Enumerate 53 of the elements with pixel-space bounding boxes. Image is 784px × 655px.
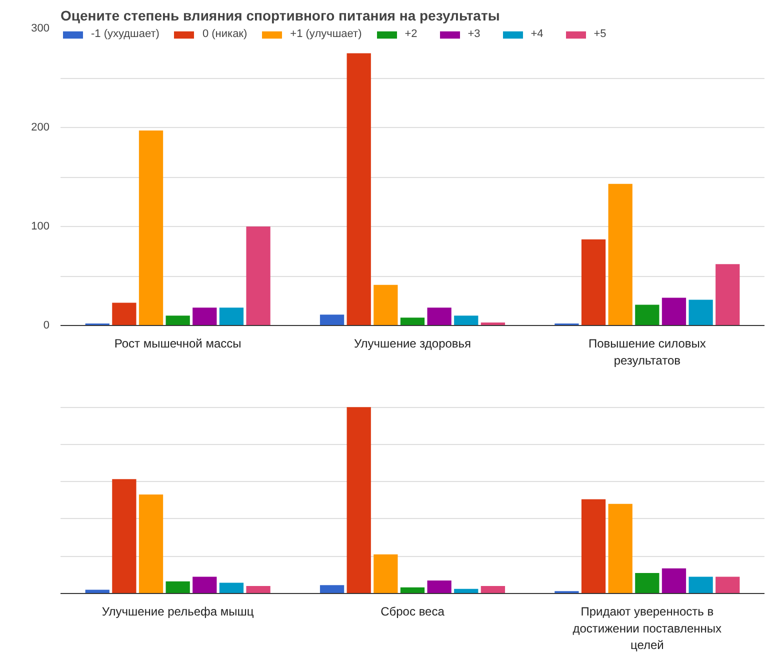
bar	[716, 264, 740, 326]
y-tick-label: 300	[31, 22, 50, 34]
bar	[427, 308, 452, 326]
bar	[166, 316, 190, 326]
y-tick-label: 0	[43, 320, 50, 332]
bar	[635, 304, 660, 326]
legend-label: +5	[594, 28, 608, 40]
bar	[138, 494, 164, 594]
x-tick-label: Улучшение здоровья	[354, 336, 472, 350]
bar	[246, 586, 270, 594]
bar	[581, 499, 606, 594]
legend-label: 0 (никак)	[202, 28, 248, 40]
bar	[192, 308, 217, 326]
x-tick-label: Сброс веса	[380, 604, 445, 618]
bar	[346, 407, 371, 594]
x-tick-label: Улучшение рельефа мышц	[102, 604, 254, 618]
bar	[138, 130, 164, 326]
x-tick-label: Придают уверенность в достижении поставленных целей	[572, 604, 722, 652]
bar	[112, 479, 136, 594]
bar	[166, 581, 190, 594]
legend-label: +3	[468, 28, 482, 40]
bar	[608, 184, 632, 326]
y-tick-label: 100	[31, 220, 50, 232]
bar	[635, 573, 660, 594]
bar	[374, 284, 398, 326]
legend-label: +2	[404, 28, 418, 40]
bar	[374, 554, 398, 594]
x-tick-label: Повышение силовых результатов	[588, 336, 706, 368]
bar	[688, 300, 713, 326]
legend-label: +1 (улучшает)	[290, 28, 362, 40]
legend-label: -1 (ухудшает)	[91, 28, 160, 40]
y-tick-label: 200	[31, 122, 50, 134]
bar	[320, 314, 344, 326]
bar	[346, 53, 371, 326]
bar	[320, 585, 344, 594]
x-tick-label: Рост мышечной массы	[114, 336, 242, 350]
bar	[608, 504, 632, 594]
bar	[688, 576, 713, 594]
bar	[454, 316, 478, 326]
bar	[192, 576, 217, 594]
bar	[716, 576, 740, 594]
bar	[427, 580, 452, 594]
bar	[219, 582, 244, 594]
bar	[112, 302, 136, 326]
legend-label: +4	[530, 28, 544, 40]
bar	[400, 318, 425, 326]
bar	[219, 308, 244, 326]
bar	[480, 586, 506, 594]
bar	[662, 568, 686, 594]
bar	[662, 298, 686, 326]
bar	[581, 239, 606, 326]
bar	[246, 226, 270, 326]
chart-title: Оцените степень влияния спортивного питания на результаты	[60, 8, 500, 24]
